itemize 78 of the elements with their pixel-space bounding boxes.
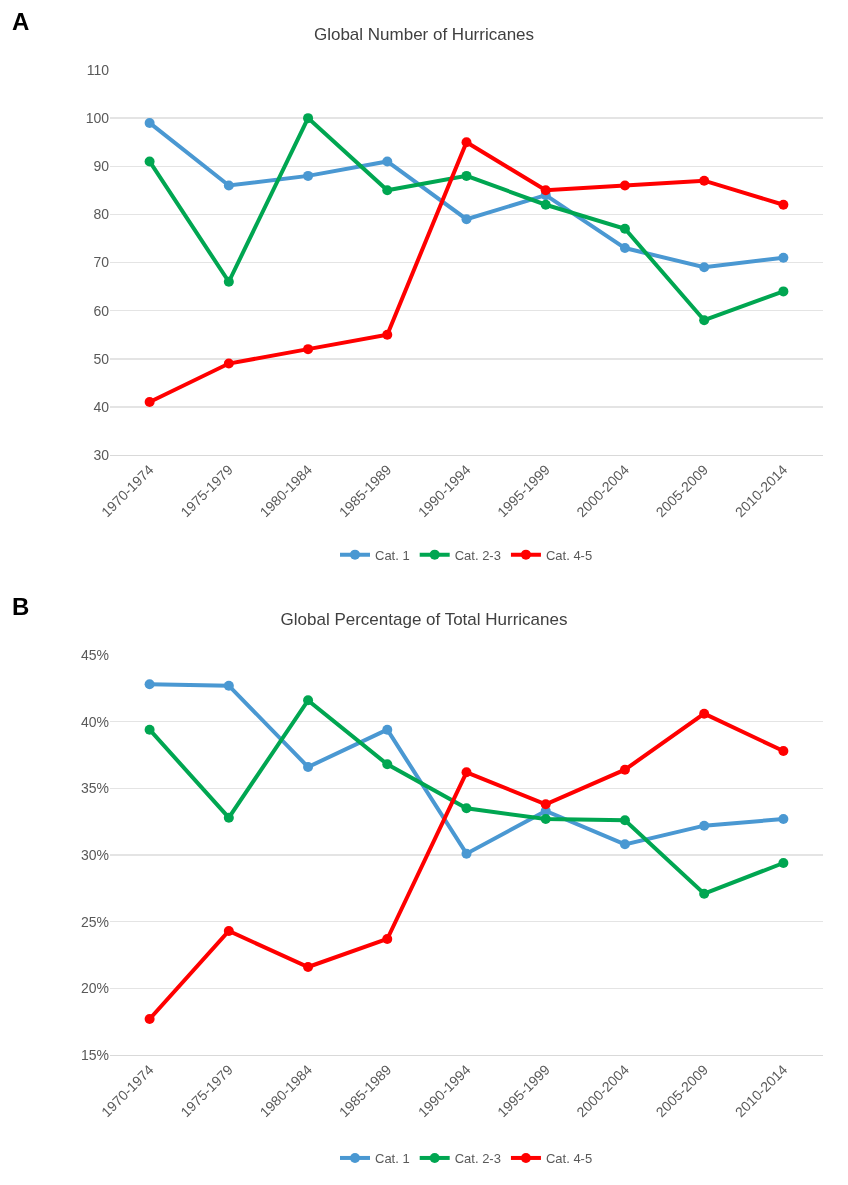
y-tick-label: 80 <box>93 206 110 223</box>
legend-label: Cat. 1 <box>375 1151 410 1167</box>
y-tick-label: 100 <box>85 110 110 127</box>
y-tick-label: 90 <box>93 158 110 175</box>
point <box>699 888 710 899</box>
text: B <box>12 593 30 620</box>
point <box>223 926 234 936</box>
point <box>540 185 551 196</box>
y-tick-label: 40% <box>80 713 109 730</box>
y-tick-label: 35% <box>80 780 109 797</box>
point <box>619 223 630 234</box>
point <box>303 962 314 972</box>
point <box>461 803 472 814</box>
y-tick-label: 70 <box>93 254 110 271</box>
point <box>461 137 472 148</box>
point <box>619 180 630 191</box>
point <box>778 814 789 824</box>
point <box>382 724 393 735</box>
y-tick-label: 25% <box>80 913 109 930</box>
point <box>699 262 710 273</box>
point <box>223 180 234 191</box>
point <box>223 358 234 369</box>
chart-title: Global Number of Hurricanes <box>313 24 535 44</box>
y-tick-label: 30 <box>93 446 110 463</box>
point <box>461 170 472 181</box>
point <box>382 156 393 167</box>
point <box>382 329 393 340</box>
chart-title: Global Percentage of Total Hurricanes <box>280 609 568 629</box>
point <box>540 814 551 824</box>
point <box>778 858 789 868</box>
point <box>303 113 314 124</box>
point <box>144 724 155 735</box>
point <box>461 767 472 778</box>
point <box>382 185 393 196</box>
point <box>303 762 314 772</box>
point <box>144 117 155 128</box>
point <box>382 934 393 944</box>
point <box>619 839 630 850</box>
point <box>699 175 710 186</box>
point <box>461 848 472 859</box>
y-tick-label: 40 <box>93 398 110 415</box>
point <box>540 799 551 810</box>
legend-label: Cat. 4-5 <box>545 547 593 563</box>
point <box>303 170 314 181</box>
y-tick-label: 20% <box>80 980 109 997</box>
point <box>382 759 393 770</box>
point <box>144 679 155 690</box>
y-tick-label: 50 <box>93 350 110 367</box>
y-tick-label: 60 <box>93 302 110 319</box>
point <box>778 252 789 263</box>
point <box>303 344 314 355</box>
point <box>223 812 234 823</box>
legend-label: Cat. 2-3 <box>454 1151 501 1167</box>
point <box>223 680 234 691</box>
point <box>778 286 789 297</box>
point <box>778 746 789 756</box>
point <box>619 764 630 775</box>
point <box>619 815 630 826</box>
point <box>619 243 630 254</box>
point <box>144 156 155 167</box>
point <box>778 199 789 210</box>
point <box>461 214 472 225</box>
point <box>144 397 155 408</box>
point <box>223 276 234 287</box>
point <box>540 199 551 210</box>
legend-label: Cat. 1 <box>375 547 410 563</box>
point <box>303 695 314 706</box>
legend-label: Cat. 4-5 <box>545 1151 593 1167</box>
y-tick-label: 45% <box>80 646 109 663</box>
y-tick-label: 15% <box>80 1046 109 1063</box>
point <box>699 315 710 326</box>
y-tick-label: 110 <box>86 61 110 78</box>
point <box>144 1014 155 1024</box>
text: A <box>12 8 30 35</box>
y-tick-label: 30% <box>80 846 109 863</box>
point <box>699 708 710 719</box>
legend-label: Cat. 2-3 <box>454 547 501 563</box>
point <box>699 820 710 831</box>
